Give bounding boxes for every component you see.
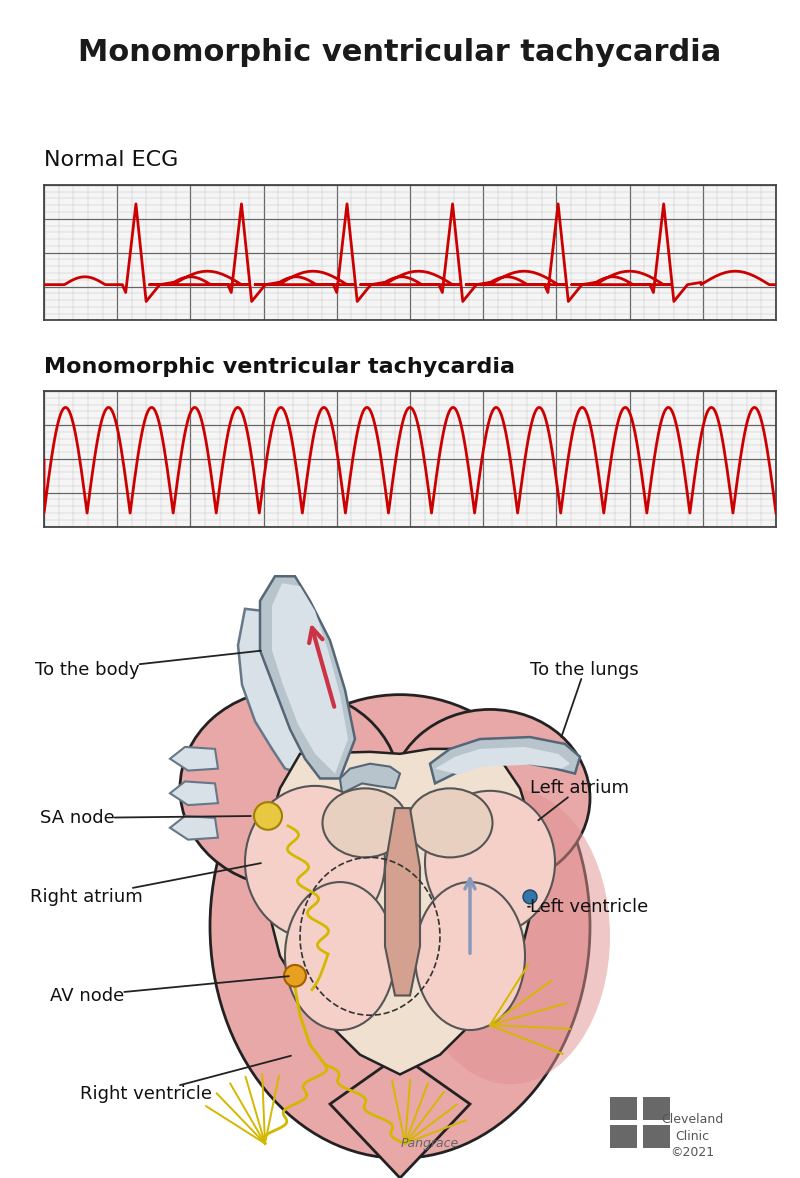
Bar [610,1097,637,1120]
Ellipse shape [407,788,493,858]
Polygon shape [170,747,218,770]
Ellipse shape [410,788,610,1084]
Text: Pangrace: Pangrace [401,1137,459,1150]
Text: Left ventricle: Left ventricle [528,898,648,915]
Bar [643,1097,670,1120]
Text: To the body: To the body [35,650,261,679]
Polygon shape [435,747,570,775]
Text: SA node: SA node [40,809,251,827]
Ellipse shape [245,786,385,939]
Polygon shape [340,763,400,793]
Ellipse shape [210,695,590,1158]
Polygon shape [385,808,420,995]
Circle shape [523,889,537,904]
Circle shape [284,965,306,987]
Bar [610,1125,637,1149]
Text: Normal ECG: Normal ECG [44,150,178,170]
Polygon shape [170,816,218,840]
Polygon shape [260,576,355,779]
Text: Cleveland
Clinic
©2021: Cleveland Clinic ©2021 [661,1113,723,1159]
Bar [643,1125,670,1149]
Polygon shape [430,737,580,783]
Polygon shape [330,1054,470,1178]
Ellipse shape [180,689,400,887]
Polygon shape [238,609,310,774]
Ellipse shape [415,882,525,1030]
Text: Monomorphic ventricular tachycardia: Monomorphic ventricular tachycardia [78,38,722,67]
Text: Monomorphic ventricular tachycardia: Monomorphic ventricular tachycardia [44,357,515,377]
Text: Left atrium: Left atrium [530,780,629,820]
Ellipse shape [322,788,407,858]
Text: To the lungs: To the lungs [530,661,638,737]
Text: Right ventricle: Right ventricle [80,1055,291,1103]
Text: AV node: AV node [50,977,289,1005]
Ellipse shape [425,790,555,934]
Polygon shape [272,583,348,774]
Circle shape [254,802,282,829]
Ellipse shape [285,882,395,1030]
Text: Right atrium: Right atrium [30,863,261,906]
Ellipse shape [390,709,590,887]
Polygon shape [265,749,535,1074]
Polygon shape [170,781,218,805]
